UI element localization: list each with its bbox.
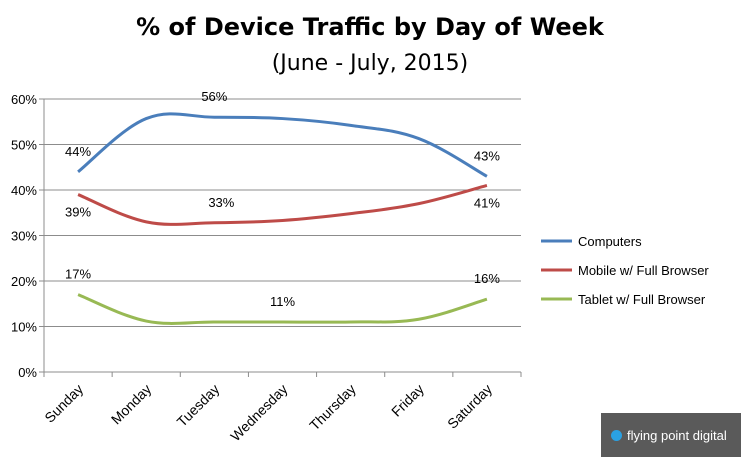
y-tick-label: 40% — [11, 183, 37, 198]
x-tick-label: Tuesday — [174, 381, 223, 430]
chart-subtitle: (June - July, 2015) — [272, 51, 469, 76]
data-label-tablet-w-full-browser: 11% — [270, 294, 295, 309]
y-tick-label: 30% — [11, 229, 37, 244]
chart-title: % of Device Traffic by Day of Week — [136, 13, 605, 41]
data-label-computers: 43% — [474, 148, 500, 163]
y-tick-label: 20% — [11, 274, 37, 289]
data-labels: 44% 56% 43% 39% 33% 41% 17% 11% 16% — [65, 89, 500, 309]
grid — [44, 98, 521, 327]
data-label-tablet-w-full-browser: 16% — [474, 271, 500, 286]
data-label-computers: 56% — [201, 89, 227, 104]
data-label-mobile-w-full-browser: 39% — [65, 205, 91, 220]
x-tick-label: Thursday — [306, 381, 359, 434]
data-label-mobile-w-full-browser: 33% — [208, 195, 234, 210]
legend-label-mobile-w-full-browser: Mobile w/ Full Browser — [578, 263, 709, 278]
logo-text: flying point digital — [627, 427, 727, 443]
data-label-mobile-w-full-browser: 41% — [474, 195, 500, 210]
series-line-computers — [77, 112, 488, 178]
legend-label-tablet-w-full-browser: Tablet w/ Full Browser — [578, 292, 706, 307]
legend-label-computers: Computers — [578, 234, 642, 249]
x-tick-label: Monday — [108, 381, 155, 428]
x-tick-label: Saturday — [444, 381, 495, 432]
series-lines — [77, 112, 488, 325]
company-logo: flying point digital — [601, 413, 741, 457]
x-tick-label: Wednesday — [227, 381, 290, 444]
data-label-tablet-w-full-browser: 17% — [65, 267, 91, 282]
series-line-mobile-w-full-browser — [77, 184, 488, 226]
legend: Computers Mobile w/ Full Browser Tablet w/… — [541, 234, 709, 307]
y-tick-label: 0% — [18, 365, 37, 380]
y-tick-label: 50% — [11, 138, 37, 153]
data-label-computers: 44% — [65, 144, 91, 159]
x-tick-label: Sunday — [41, 381, 86, 426]
x-tick-label: Friday — [388, 381, 427, 420]
y-tick-label: 60% — [11, 92, 37, 107]
circle-logo-icon — [611, 429, 622, 441]
series-line-tablet-w-full-browser — [77, 293, 488, 325]
y-tick-label: 10% — [11, 320, 37, 335]
